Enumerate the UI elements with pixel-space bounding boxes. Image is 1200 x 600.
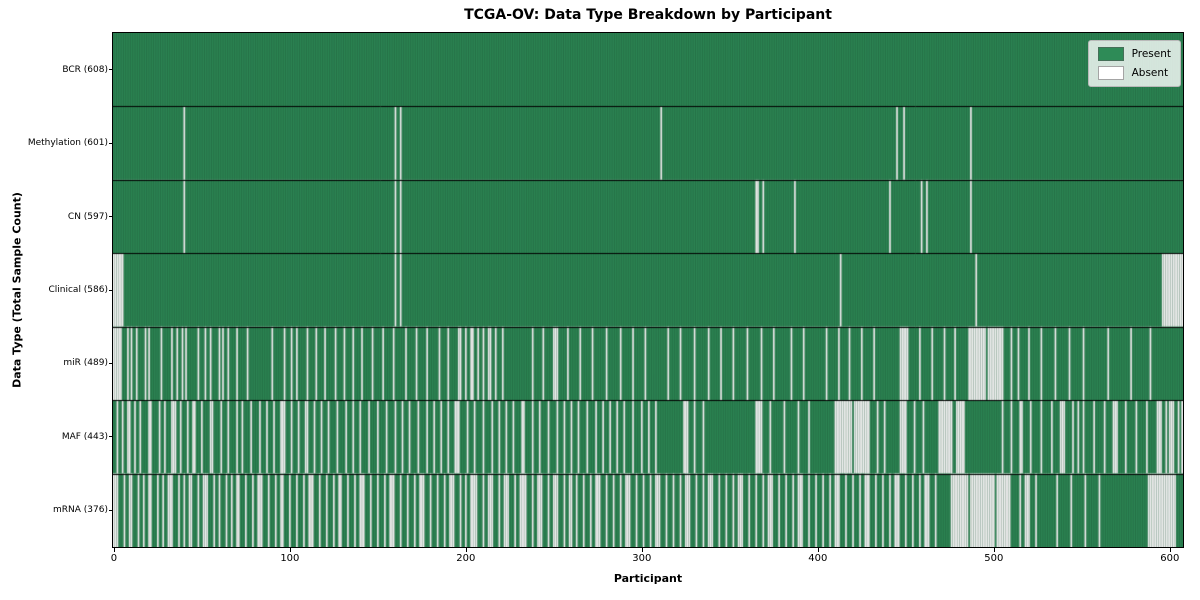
y-tick-label-Methylation: Methylation (601)	[27, 138, 108, 149]
y-tick-label-CN: CN (597)	[67, 211, 108, 222]
plot-area	[113, 33, 1183, 547]
legend-label-absent: Absent	[1131, 66, 1169, 79]
x-tick-mark	[113, 548, 115, 552]
x-tick-mark	[993, 548, 995, 552]
x-tick-label-200: 200	[456, 553, 476, 564]
y-tick-label-MAF: MAF (443)	[61, 431, 108, 442]
y-tick-label-Clinical: Clinical (586)	[48, 285, 108, 295]
x-tick-label-0: 0	[110, 553, 118, 564]
x-tick-label-600: 600	[1160, 553, 1180, 564]
x-tick-mark	[641, 548, 643, 552]
y-axis-label: Data Type (Total Sample Count)	[10, 192, 24, 388]
present-swatch	[1097, 47, 1124, 61]
x-tick-mark	[1169, 548, 1171, 552]
x-tick-mark	[289, 548, 291, 552]
y-tick-mark	[109, 509, 113, 511]
legend-item-absent: Absent	[1097, 66, 1171, 80]
x-tick-label-400: 400	[808, 553, 828, 564]
y-tick-label-mRNA: mRNA (376)	[53, 505, 108, 516]
x-axis-label: Participant	[613, 572, 683, 585]
y-tick-mark	[109, 362, 113, 364]
y-tick-label-BCR: BCR (608)	[62, 64, 108, 75]
legend-label-present: Present	[1131, 47, 1171, 60]
heatmap-canvas	[113, 33, 1183, 547]
x-tick-label-100: 100	[280, 553, 300, 564]
y-tick-mark	[109, 216, 113, 218]
legend-item-present: Present	[1097, 47, 1171, 61]
y-tick-mark	[109, 289, 113, 291]
y-tick-mark	[109, 436, 113, 438]
x-tick-label-300: 300	[632, 553, 652, 564]
y-tick-mark	[109, 142, 113, 144]
chart-title: TCGA-OV: Data Type Breakdown by Particip…	[464, 7, 832, 23]
legend: Present Absent	[1087, 40, 1181, 87]
y-tick-mark	[109, 69, 113, 71]
absent-swatch	[1097, 66, 1124, 80]
y-tick-label-miR: miR (489)	[63, 358, 108, 369]
x-tick-mark	[817, 548, 819, 552]
x-tick-label-500: 500	[984, 553, 1004, 564]
x-tick-mark	[465, 548, 467, 552]
